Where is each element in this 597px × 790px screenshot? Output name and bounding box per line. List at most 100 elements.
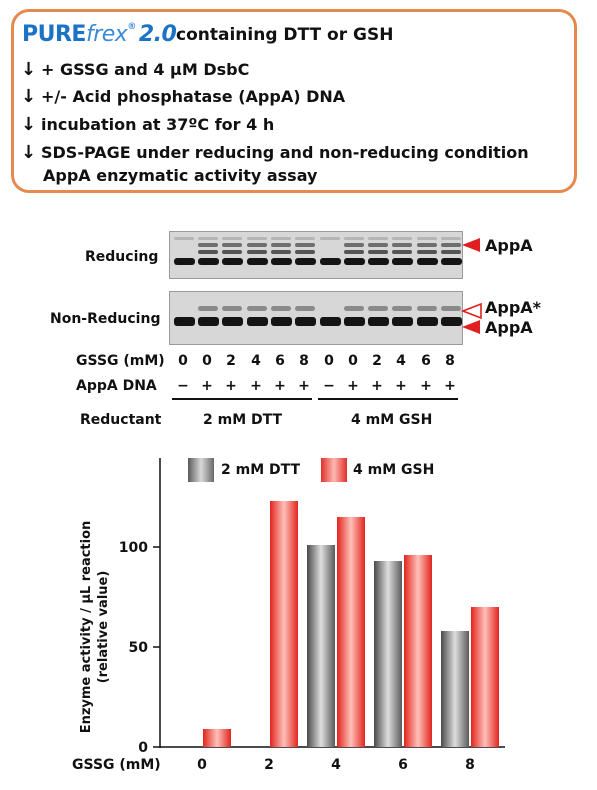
gel-band xyxy=(343,258,365,265)
gel-band xyxy=(440,258,462,265)
gel-band xyxy=(319,258,341,265)
y-tick-label: 0 xyxy=(138,740,148,756)
protocol-box xyxy=(11,9,577,193)
gssg-lane-value: 2 xyxy=(372,353,382,369)
gssg-lane-value: 4 xyxy=(396,353,406,369)
x-tick-label: 0 xyxy=(197,757,207,773)
gel-band xyxy=(222,243,242,247)
x-tick-label: 4 xyxy=(331,757,341,773)
appa-dna-lane-value: − xyxy=(323,378,335,394)
bar-dtt-4 xyxy=(307,545,335,747)
appa-dna-lane-value: + xyxy=(225,378,237,394)
gel-band xyxy=(319,317,341,326)
gel-band xyxy=(343,317,365,326)
gel-band xyxy=(392,306,412,311)
gel-band xyxy=(295,243,315,247)
reductant-gsh-label: 4 mM GSH xyxy=(351,412,433,428)
gel-band xyxy=(344,306,364,311)
appa-dna-lane-value: + xyxy=(201,378,213,394)
bar-gsh-2 xyxy=(270,501,298,747)
gel-band xyxy=(271,237,291,240)
gel-band xyxy=(417,237,437,240)
gel-band xyxy=(198,250,218,254)
appa-dna-row-label: AppA DNA xyxy=(76,378,157,394)
bar-gsh-0 xyxy=(203,729,231,747)
gel-band xyxy=(416,317,438,326)
x-axis-title: GSSG (mM) xyxy=(72,757,161,773)
down-arrow-icon: ↓ xyxy=(21,114,37,135)
non-reducing-gel-image xyxy=(169,291,463,345)
legend-swatch-dtt xyxy=(188,458,214,482)
gssg-lane-value: 6 xyxy=(421,353,431,369)
appa-dna-lane-value: + xyxy=(250,378,262,394)
legend-label-gsh: 4 mM GSH xyxy=(353,462,435,478)
gel-band xyxy=(368,250,388,254)
gel-band xyxy=(247,237,267,240)
appa-star-label: AppA* xyxy=(485,298,542,317)
protocol-step-2: ↓ +/- Acid phosphatase (AppA) DNA xyxy=(21,86,346,107)
appa-dna-lane-value: + xyxy=(274,378,286,394)
gel-band xyxy=(174,237,194,240)
gel-band xyxy=(173,258,195,265)
x-tick-label: 2 xyxy=(264,757,274,773)
gssg-lane-value: 4 xyxy=(251,353,261,369)
appa-filled-arrow-icon xyxy=(462,320,480,334)
gssg-lane-value: 0 xyxy=(348,353,358,369)
x-tick-label: 8 xyxy=(465,757,475,773)
y-tick-label: 50 xyxy=(129,640,149,656)
gel-band xyxy=(295,306,315,311)
legend-swatch-gsh xyxy=(321,458,347,482)
gel-band xyxy=(367,258,389,265)
gel-band xyxy=(391,258,413,265)
gel-band xyxy=(247,243,267,247)
gel-band xyxy=(344,250,364,254)
gel-band xyxy=(417,243,437,247)
protocol-step-3: ↓ incubation at 37ºC for 4 h xyxy=(21,114,275,135)
gel-band xyxy=(392,237,412,240)
gel-band xyxy=(367,317,389,326)
gel-band xyxy=(416,258,438,265)
gel-band xyxy=(197,317,219,326)
appa-label-non-reducing: AppA xyxy=(485,318,533,337)
gel-band xyxy=(221,258,243,265)
gel-band xyxy=(368,243,388,247)
gel-band xyxy=(417,306,437,311)
down-arrow-icon: ↓ xyxy=(21,142,37,163)
appa-dna-lane-value: + xyxy=(395,378,407,394)
gel-band xyxy=(271,306,291,311)
gel-band xyxy=(392,250,412,254)
gel-band xyxy=(391,317,413,326)
protocol-title: containing DTT or GSH xyxy=(176,25,394,45)
gel-band xyxy=(441,243,461,247)
gssg-lane-value: 6 xyxy=(275,353,285,369)
appa-dna-lane-value: + xyxy=(298,378,310,394)
gel-band xyxy=(221,317,243,326)
gel-band xyxy=(247,306,267,311)
appa-dna-lane-value: + xyxy=(420,378,432,394)
gel-band xyxy=(294,317,316,326)
gel-band xyxy=(173,317,195,326)
dtt-bracket-line xyxy=(172,398,312,400)
gel-band xyxy=(368,306,388,311)
protocol-step-4-extra: AppA enzymatic activity assay xyxy=(43,166,318,185)
bar-dtt-8 xyxy=(441,631,469,747)
gel-band xyxy=(295,237,315,240)
gel-band xyxy=(368,237,388,240)
gel-band xyxy=(198,243,218,247)
gel-band xyxy=(197,258,219,265)
gel-band xyxy=(246,317,268,326)
gel-band xyxy=(440,317,462,326)
gel-band xyxy=(295,250,315,254)
gel-band xyxy=(320,237,340,240)
appa-label-reducing: AppA xyxy=(485,236,533,255)
bar-dtt-6 xyxy=(374,561,402,747)
non-reducing-label: Non-Reducing xyxy=(50,311,161,327)
down-arrow-icon: ↓ xyxy=(21,59,37,80)
reductant-row-label: Reductant xyxy=(80,412,162,428)
gel-band xyxy=(294,258,316,265)
appa-star-open-arrow-icon xyxy=(461,303,482,319)
gel-band xyxy=(344,243,364,247)
legend-label-dtt: 2 mM DTT xyxy=(221,462,301,478)
appa-dna-lane-value: − xyxy=(177,378,189,394)
protocol-step-4: ↓ SDS-PAGE under reducing and non-reducin… xyxy=(21,142,529,163)
